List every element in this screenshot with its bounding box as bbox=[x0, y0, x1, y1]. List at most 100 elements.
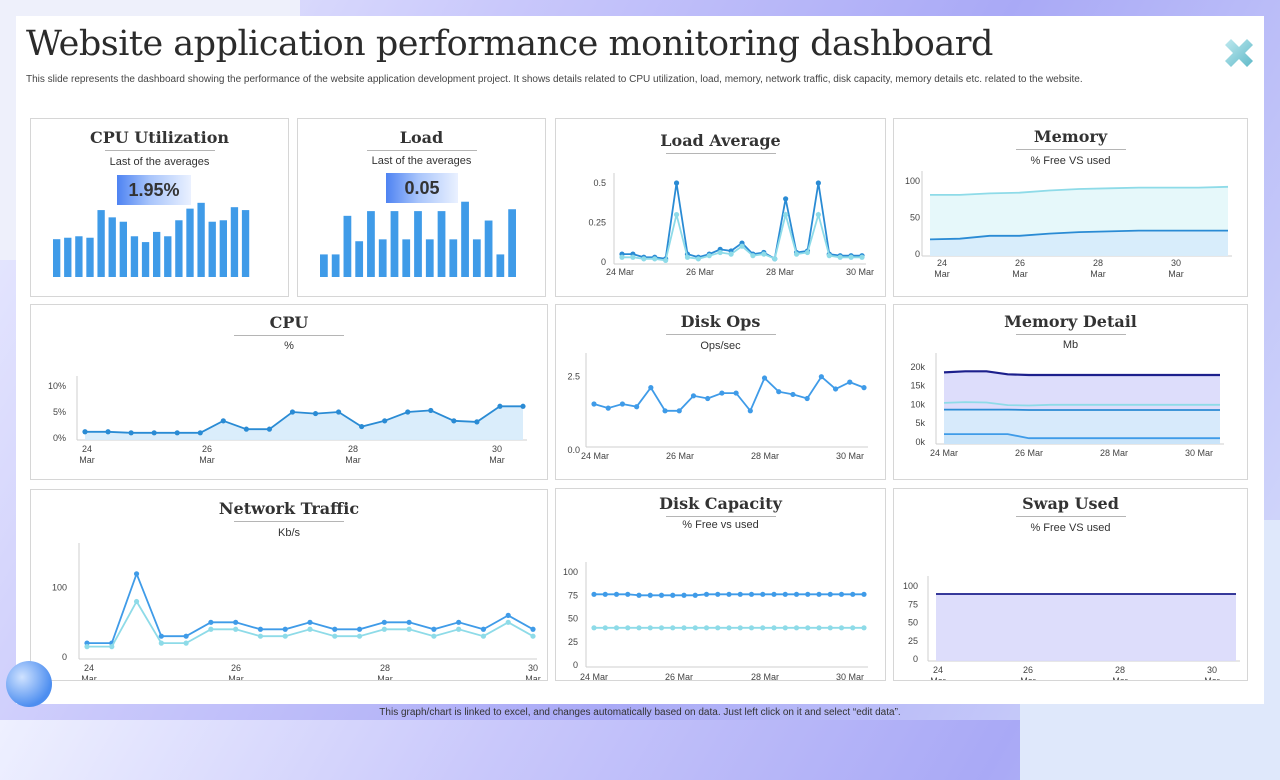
data-point bbox=[648, 385, 653, 390]
data-point bbox=[648, 593, 653, 598]
data-point bbox=[681, 593, 686, 598]
data-point bbox=[805, 250, 810, 255]
bar bbox=[379, 239, 387, 277]
y-tick-label: 0k bbox=[915, 437, 925, 447]
data-point bbox=[82, 429, 87, 434]
x-tick-label: 26 Mar bbox=[686, 267, 714, 277]
bar bbox=[220, 220, 227, 277]
data-point bbox=[794, 252, 799, 257]
bar bbox=[355, 241, 363, 277]
y-tick-label: 50 bbox=[908, 618, 918, 628]
data-point bbox=[359, 424, 364, 429]
x-tick-label: Mar bbox=[79, 455, 95, 465]
data-point bbox=[332, 634, 337, 639]
bar bbox=[64, 238, 71, 277]
bar bbox=[508, 209, 516, 277]
x-tick-label: 30 bbox=[528, 663, 538, 673]
data-point bbox=[283, 627, 288, 632]
data-point bbox=[159, 634, 164, 639]
data-point bbox=[691, 393, 696, 398]
y-tick-label: 2.5 bbox=[567, 372, 580, 382]
x-tick-label: 26 Mar bbox=[665, 672, 693, 680]
data-point bbox=[771, 625, 776, 630]
data-point bbox=[772, 256, 777, 261]
page-subtitle: This slide represents the dashboard show… bbox=[26, 74, 1083, 85]
data-point bbox=[828, 625, 833, 630]
bar bbox=[186, 209, 193, 277]
data-point bbox=[619, 255, 624, 260]
data-point bbox=[670, 593, 675, 598]
x-tick-label: 26 bbox=[202, 444, 212, 454]
bar bbox=[344, 216, 352, 277]
data-point bbox=[827, 253, 832, 258]
y-tick-label: 0 bbox=[573, 660, 578, 670]
data-point bbox=[816, 180, 821, 185]
data-point bbox=[718, 250, 723, 255]
x-tick-label: Mar bbox=[1020, 676, 1036, 680]
data-point bbox=[530, 634, 535, 639]
y-tick-label: 10% bbox=[48, 381, 66, 391]
data-point bbox=[603, 592, 608, 597]
y-tick-label: 0% bbox=[53, 433, 66, 443]
data-point bbox=[816, 592, 821, 597]
x-tick-label: 30 bbox=[492, 444, 502, 454]
data-point bbox=[481, 634, 486, 639]
data-point bbox=[357, 634, 362, 639]
x-tick-label: 24 bbox=[933, 665, 943, 675]
data-point bbox=[659, 625, 664, 630]
data-point bbox=[783, 196, 788, 201]
data-point bbox=[696, 256, 701, 261]
y-tick-label: 0 bbox=[601, 257, 606, 267]
bar bbox=[153, 232, 160, 277]
y-tick-label: 50 bbox=[568, 614, 578, 624]
x-tick-label: 24 bbox=[82, 444, 92, 454]
y-tick-label: 25 bbox=[908, 636, 918, 646]
data-point bbox=[221, 418, 226, 423]
data-point bbox=[313, 411, 318, 416]
data-point bbox=[761, 252, 766, 257]
data-point bbox=[267, 427, 272, 432]
bar bbox=[97, 210, 104, 277]
x-tick-label: Mar bbox=[81, 674, 97, 680]
y-tick-label: 75 bbox=[908, 599, 918, 609]
data-point bbox=[805, 625, 810, 630]
data-point bbox=[738, 625, 743, 630]
close-x-logo-icon bbox=[1222, 36, 1256, 70]
data-point bbox=[726, 592, 731, 597]
y-tick-label: 0.25 bbox=[588, 218, 606, 228]
data-point bbox=[705, 396, 710, 401]
series-area bbox=[85, 406, 523, 440]
x-tick-label: Mar bbox=[1168, 269, 1184, 279]
data-point bbox=[674, 180, 679, 185]
x-tick-label: Mar bbox=[489, 455, 505, 465]
data-point bbox=[620, 401, 625, 406]
data-point bbox=[258, 627, 263, 632]
data-point bbox=[848, 255, 853, 260]
x-tick-label: 26 bbox=[1015, 258, 1025, 268]
x-tick-label: 24 Mar bbox=[580, 672, 608, 680]
data-point bbox=[456, 627, 461, 632]
data-point bbox=[630, 255, 635, 260]
bar bbox=[242, 210, 249, 277]
x-tick-label: 30 bbox=[1207, 665, 1217, 675]
data-point bbox=[783, 625, 788, 630]
y-tick-label: 0.5 bbox=[593, 178, 606, 188]
data-point bbox=[184, 641, 189, 646]
data-point bbox=[662, 408, 667, 413]
data-point bbox=[109, 644, 114, 649]
data-point bbox=[738, 592, 743, 597]
bar bbox=[367, 211, 375, 277]
y-tick-label: 20k bbox=[910, 362, 925, 372]
bar bbox=[485, 221, 493, 277]
data-point bbox=[506, 613, 511, 618]
data-point bbox=[734, 390, 739, 395]
series-area bbox=[936, 594, 1236, 661]
x-tick-label: 24 bbox=[937, 258, 947, 268]
x-tick-label: Mar bbox=[228, 674, 244, 680]
data-point bbox=[290, 409, 295, 414]
data-point bbox=[258, 634, 263, 639]
x-tick-label: Mar bbox=[1112, 676, 1128, 680]
data-point bbox=[704, 592, 709, 597]
x-tick-label: Mar bbox=[1090, 269, 1106, 279]
